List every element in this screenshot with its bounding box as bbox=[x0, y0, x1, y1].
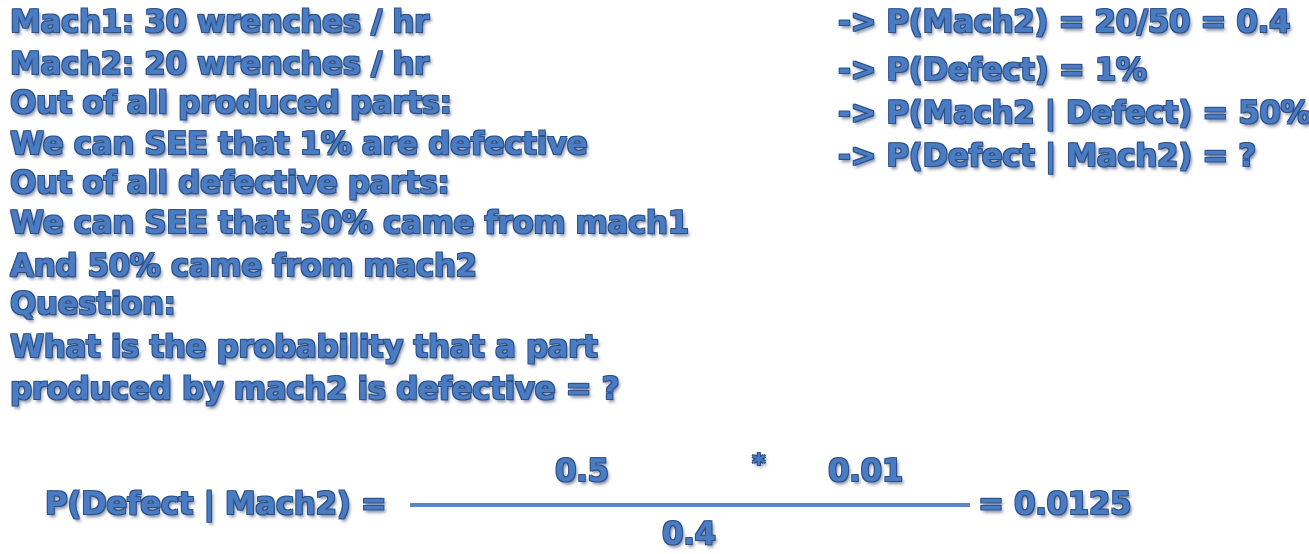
formula-lhs: P(Defect | Mach2) = bbox=[45, 486, 387, 522]
formula-numerator-right: 0.01 bbox=[828, 453, 903, 489]
prob-defect-given-mach2: -> P(Defect | Mach2) = ? bbox=[838, 138, 1256, 174]
formula-result: = 0.0125 bbox=[978, 486, 1132, 522]
statement-line-defective-parts: Out of all defective parts: bbox=[10, 165, 450, 201]
statement-line-mach2-share: And 50% came from mach2 bbox=[10, 248, 477, 284]
statement-line-produced-parts: Out of all produced parts: bbox=[10, 85, 452, 121]
statement-line-mach2-rate: Mach2: 20 wrenches / hr bbox=[10, 46, 429, 82]
statement-line-defective-rate: We can SEE that 1% are defective bbox=[10, 126, 588, 162]
formula-operator: * bbox=[752, 449, 766, 479]
prob-defect: -> P(Defect) = 1% bbox=[838, 52, 1147, 88]
statement-line-question-part1: What is the probability that a part bbox=[10, 329, 598, 365]
statement-line-mach1-share: We can SEE that 50% came from mach1 bbox=[10, 205, 689, 241]
prob-mach2: -> P(Mach2) = 20/50 = 0.4 bbox=[838, 4, 1291, 40]
formula-numerator-left: 0.5 bbox=[555, 453, 609, 489]
fraction-bar bbox=[410, 503, 970, 507]
formula-denominator: 0.4 bbox=[662, 516, 716, 552]
statement-line-question-label: Question: bbox=[10, 286, 176, 322]
statement-line-mach1-rate: Mach1: 30 wrenches / hr bbox=[10, 4, 429, 40]
statement-line-question-part2: produced by mach2 is defective = ? bbox=[10, 371, 620, 407]
prob-mach2-given-defect: -> P(Mach2 | Defect) = 50% bbox=[838, 95, 1309, 131]
